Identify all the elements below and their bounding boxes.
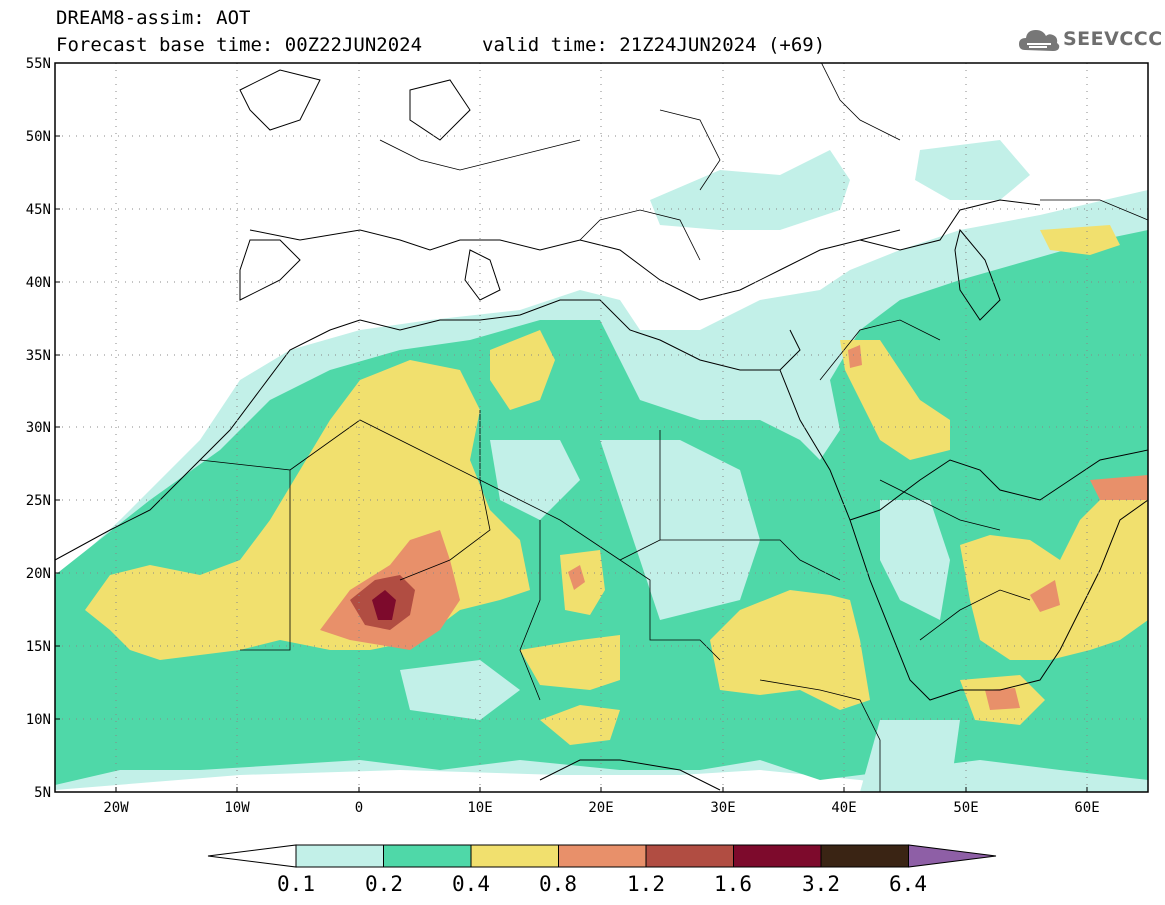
aot-hole-nigeria (400, 660, 520, 720)
country-borders (199, 63, 1148, 792)
colorbar-labels: 0.1 0.2 0.4 0.8 1.2 1.6 3.2 6.4 (277, 872, 927, 896)
colorbar-label: 6.4 (889, 872, 927, 896)
aot-contour-0.8-chad (568, 565, 585, 590)
colorbar-label: 1.2 (627, 872, 665, 896)
aot-contour-0.8-somalia (985, 688, 1020, 710)
aot-contour-0.4-iran (1040, 225, 1120, 255)
colorbar-label: 0.2 (365, 872, 403, 896)
lon-label: 0 (355, 800, 363, 816)
colorbar-cell (558, 844, 647, 868)
forecast-base-time: Forecast base time: 00Z22JUN2024 (56, 34, 423, 56)
aot-hole-chad (490, 440, 580, 520)
colorbar-arrow-low (207, 844, 297, 868)
lat-label: 55N (26, 56, 51, 72)
colorbar-label: 0.8 (539, 872, 577, 896)
lon-label: 20W (103, 800, 129, 816)
tick-marks (55, 62, 1088, 792)
lat-label: 30N (26, 420, 51, 436)
colorbar-cell (820, 844, 909, 868)
aot-hole-saudi (880, 500, 950, 620)
aot-contour-0.4-iraq (840, 340, 950, 460)
latitude-labels: 5N 10N 15N 20N 25N 30N 35N 40N 45N 50N 5… (26, 56, 51, 801)
colorbar-cell (470, 844, 559, 868)
aot-contour-0.4-cameroon (540, 705, 620, 745)
lat-label: 15N (26, 639, 51, 655)
aot-contour-0.4-arabia (960, 480, 1148, 660)
lon-label: 10W (224, 800, 250, 816)
lat-label: 20N (26, 566, 51, 582)
aot-contour-1.6 (372, 590, 396, 620)
coastlines (55, 69, 1148, 791)
lat-label: 5N (34, 785, 51, 801)
cloud-icon (1019, 30, 1060, 51)
aot-contour-0.1-caspian (915, 140, 1030, 200)
lon-label: 10E (467, 800, 492, 816)
colorbar-label: 3.2 (802, 872, 840, 896)
lat-label: 10N (26, 712, 51, 728)
valid-time: valid time: 21Z24JUN2024 (+69) (482, 34, 826, 56)
lon-label: 30E (710, 800, 735, 816)
lat-label: 40N (26, 275, 51, 291)
aot-contour-0.8-uae (1090, 475, 1148, 500)
graticule (55, 63, 1148, 792)
colorbar-label: 0.1 (277, 872, 315, 896)
colorbar-cells (207, 844, 997, 868)
colorbar-label: 0.4 (452, 872, 490, 896)
colorbar-cell (733, 844, 822, 868)
lon-label: 20E (588, 800, 613, 816)
aot-hole-horn (860, 720, 960, 792)
colorbar-cell (295, 844, 384, 868)
map-title: DREAM8-assim: AOT (56, 7, 251, 29)
lon-label: 60E (1074, 800, 1099, 816)
colorbar-cell (645, 844, 734, 868)
aot-contour-0.4-algeria (490, 330, 555, 410)
lat-label: 50N (26, 129, 51, 145)
longitude-labels: 20W 10W 0 10E 20E 30E 40E 50E 60E (103, 800, 1099, 816)
colorbar-label: 1.6 (714, 872, 752, 896)
aot-hole-libya (600, 440, 760, 620)
aot-contour-0.4-sudan (710, 590, 870, 710)
map-field (55, 63, 1148, 792)
aot-contour-0.8-oman (1030, 580, 1060, 612)
colorbar-cell (383, 844, 472, 868)
lon-label: 50E (953, 800, 978, 816)
lat-label: 25N (26, 493, 51, 509)
lon-label: 40E (831, 800, 856, 816)
aot-contour-0.4-sahel (520, 635, 620, 690)
lat-label: 35N (26, 348, 51, 364)
seevccc-logo: SEEVCCC (1017, 22, 1162, 62)
colorbar: 0.1 0.2 0.4 0.8 1.2 1.6 3.2 6.4 (207, 844, 997, 896)
aot-contour-0.1-europe (650, 150, 850, 230)
aot-contour-0.8-iraq (848, 345, 862, 368)
colorbar-arrow-high (908, 844, 997, 868)
lat-label: 45N (26, 202, 51, 218)
logo-text: SEEVCCC (1063, 28, 1163, 50)
